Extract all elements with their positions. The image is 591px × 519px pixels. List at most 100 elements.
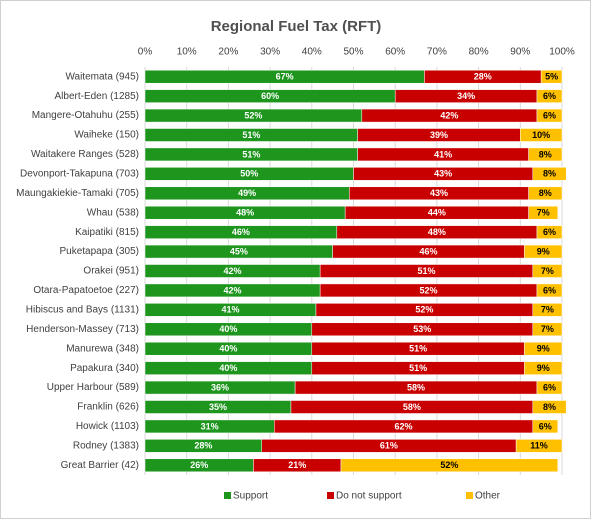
value-label: 8% (543, 402, 556, 412)
legend-swatch (327, 492, 334, 499)
bar-segment (532, 400, 567, 414)
value-label: 8% (543, 169, 556, 179)
bar-segment (536, 283, 563, 298)
value-label: 6% (543, 382, 556, 392)
bar-segment (532, 264, 563, 278)
y-tick-label: Mangere-Otahuhu (255) (32, 110, 139, 121)
bar-segment (528, 147, 563, 162)
bar-segment (520, 128, 563, 142)
bar-segment (528, 205, 559, 220)
x-tick-label: 0% (138, 47, 153, 58)
value-label: 39% (430, 130, 448, 140)
value-label: 31% (201, 421, 219, 431)
value-label: 45% (230, 246, 248, 256)
value-label: 58% (403, 402, 421, 412)
y-tick-label: Hibiscus and Bays (1131) (26, 304, 139, 315)
value-label: 28% (194, 441, 212, 451)
value-label: 51% (242, 130, 260, 140)
value-label: 8% (539, 149, 552, 159)
y-tick-label: Howick (1103) (76, 421, 139, 432)
bar-segment (540, 69, 563, 84)
value-label: 43% (434, 169, 452, 179)
bar-segment (536, 225, 563, 239)
value-label: 61% (380, 441, 398, 451)
value-label: 50% (240, 169, 258, 179)
bar-segment (532, 167, 567, 181)
x-tick-label: 80% (469, 47, 489, 58)
value-label: 51% (409, 344, 427, 354)
value-label: 9% (537, 363, 550, 373)
value-label: 42% (224, 285, 242, 295)
y-tick-label: Henderson-Massey (713) (26, 324, 139, 335)
y-tick-label: Puketapapa (305) (59, 246, 139, 257)
value-label: 40% (219, 363, 237, 373)
bar-segment (515, 439, 563, 453)
y-tick-label: Great Barrier (42) (61, 460, 139, 471)
legend-label: Other (475, 491, 501, 502)
value-label: 41% (221, 305, 239, 315)
value-label: 52% (420, 285, 438, 295)
y-tick-label: Waitakere Ranges (528) (31, 149, 139, 160)
value-label: 40% (219, 344, 237, 354)
bar-segment (532, 303, 563, 317)
bar-segment (524, 341, 563, 356)
x-tick-label: 90% (510, 47, 530, 58)
x-tick-label: 10% (177, 47, 197, 58)
x-tick-label: 70% (427, 47, 447, 58)
legend-label: Support (233, 491, 268, 502)
value-label: 7% (537, 208, 550, 218)
x-tick-label: 30% (260, 47, 280, 58)
y-tick-label: Albert-Eden (1285) (55, 91, 140, 102)
x-tick-label: 100% (549, 47, 575, 58)
value-label: 6% (543, 110, 556, 120)
value-label: 21% (288, 460, 306, 470)
value-label: 46% (232, 227, 250, 237)
y-tick-label: Devonport-Takapuna (703) (20, 168, 139, 179)
value-label: 51% (242, 149, 260, 159)
y-tick-label: Maungakiekie-Tamaki (705) (16, 188, 139, 199)
chart-title: Regional Fuel Tax (RFT) (211, 18, 382, 35)
x-tick-label: 60% (385, 47, 405, 58)
bar-segment (340, 458, 559, 473)
y-tick-label: Otara-Papatoetoe (227) (33, 285, 139, 296)
value-label: 6% (539, 421, 552, 431)
y-tick-label: Kaipatiki (815) (75, 227, 139, 238)
value-label: 42% (224, 266, 242, 276)
value-label: 43% (430, 188, 448, 198)
value-label: 36% (211, 382, 229, 392)
y-tick-label: Waitemata (945) (65, 71, 139, 82)
value-label: 40% (219, 324, 237, 334)
value-label: 51% (417, 266, 435, 276)
value-label: 44% (428, 208, 446, 218)
legend-swatch (224, 492, 231, 499)
value-label: 7% (541, 266, 554, 276)
value-label: 48% (428, 227, 446, 237)
legend-swatch (466, 492, 473, 499)
value-label: 11% (530, 441, 548, 451)
y-tick-label: Waiheke (150) (74, 130, 139, 141)
value-label: 10% (532, 130, 550, 140)
value-label: 8% (539, 188, 552, 198)
value-label: 42% (440, 110, 458, 120)
bar-segment (536, 89, 563, 103)
value-label: 52% (244, 110, 262, 120)
x-tick-label: 40% (302, 47, 322, 58)
value-label: 52% (440, 460, 458, 470)
value-label: 53% (413, 324, 431, 334)
y-tick-label: Manurewa (348) (66, 343, 139, 354)
bar-segment (524, 361, 563, 375)
y-tick-label: Upper Harbour (589) (47, 382, 139, 393)
y-tick-label: Papakura (340) (70, 363, 139, 374)
value-label: 9% (537, 344, 550, 354)
x-tick-label: 20% (218, 47, 238, 58)
value-label: 52% (415, 305, 433, 315)
value-label: 34% (457, 91, 475, 101)
bar-segment (528, 186, 563, 201)
value-label: 9% (537, 246, 550, 256)
y-tick-label: Rodney (1383) (73, 440, 139, 451)
bar-segment (536, 380, 563, 395)
value-label: 49% (238, 188, 256, 198)
value-label: 5% (545, 72, 558, 82)
value-label: 7% (541, 324, 554, 334)
value-label: 7% (541, 305, 554, 315)
